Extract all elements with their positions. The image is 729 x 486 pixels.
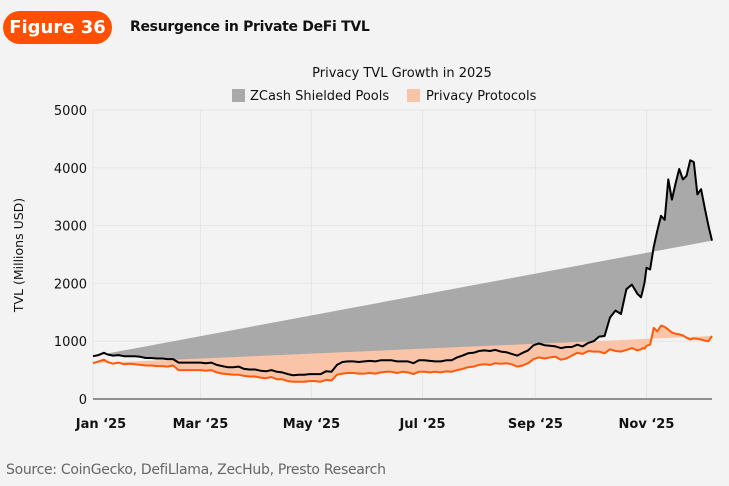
y-tick-label: 2000 [54, 277, 87, 292]
figure-badge: Figure 36 [3, 11, 112, 44]
privacy-line [92, 324, 713, 383]
x-tick-label: Nov ‘25 [619, 417, 675, 432]
y-tick-label: 0 [79, 393, 87, 408]
x-tick-label: Mar ‘25 [173, 417, 229, 432]
zcash-area [93, 160, 712, 376]
x-tick-label: Jul ‘25 [398, 417, 445, 432]
y-axis-ticks: 0 1000 2000 3000 4000 5000 [54, 104, 87, 408]
legend-label-privacy: Privacy Protocols [426, 89, 537, 104]
legend: ZCash Shielded Pools Privacy Protocols [232, 89, 537, 104]
plot-areas [92, 159, 713, 400]
x-tick-label: Sep ‘25 [508, 417, 563, 432]
chart-title: Privacy TVL Growth in 2025 [312, 66, 492, 81]
figure-title: Resurgence in Private DeFi TVL [130, 19, 370, 35]
legend-swatch-privacy [407, 89, 420, 102]
x-axis-ticks: Jan ‘25 Mar ‘25 May ‘25 Jul ‘25 Sep ‘25 Nov ‘… [75, 417, 675, 432]
y-tick-label: 4000 [54, 162, 87, 177]
total-line [92, 159, 713, 377]
source-note: Source: CoinGecko, DefiLlama, ZecHub, Pr… [6, 462, 386, 478]
y-tick-label: 3000 [54, 220, 87, 235]
gridlines [92, 109, 712, 400]
privacy-area [93, 325, 712, 382]
y-tick-label: 1000 [54, 335, 87, 350]
legend-swatch-zcash [232, 89, 245, 102]
legend-label-zcash: ZCash Shielded Pools [250, 89, 389, 104]
y-axis-label: TVL (Millions USD) [11, 198, 26, 313]
x-tick-label: Jan ‘25 [75, 417, 126, 432]
y-tick-label: 5000 [54, 104, 87, 119]
x-tick-label: May ‘25 [283, 417, 340, 432]
